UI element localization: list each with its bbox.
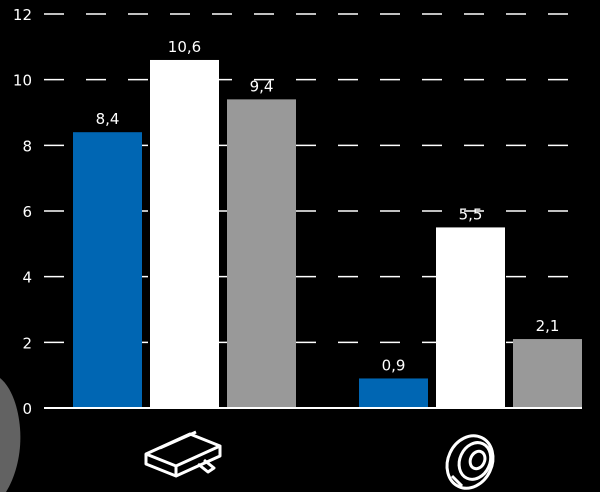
y-tick-label: 4 xyxy=(22,269,32,287)
bar xyxy=(227,99,296,408)
brake-disc-icon xyxy=(445,434,495,490)
y-tick-label: 6 xyxy=(22,203,32,221)
data-label: 5,5 xyxy=(459,205,483,223)
data-label: 2,1 xyxy=(536,317,560,335)
y-tick-label: 2 xyxy=(22,334,32,352)
data-label: 10,6 xyxy=(168,38,201,56)
background-figure-edge xyxy=(0,378,21,492)
bars xyxy=(73,59,582,408)
bar xyxy=(513,339,582,408)
bar xyxy=(73,132,142,408)
data-labels: 8,4 0,9 10,6 5,5 9,4 2,1 xyxy=(96,38,560,374)
bar xyxy=(436,227,505,408)
data-label: 8,4 xyxy=(96,110,120,128)
y-axis: 0 2 4 6 8 10 12 xyxy=(13,6,32,418)
data-label: 0,9 xyxy=(382,356,406,374)
bar xyxy=(359,378,428,408)
brake-pad-icon xyxy=(144,430,222,478)
y-tick-label: 10 xyxy=(13,72,32,90)
bar xyxy=(150,59,219,408)
y-tick-label: 0 xyxy=(22,400,32,418)
y-tick-label: 12 xyxy=(13,6,32,24)
data-label: 9,4 xyxy=(250,77,274,95)
y-tick-label: 8 xyxy=(22,137,32,155)
